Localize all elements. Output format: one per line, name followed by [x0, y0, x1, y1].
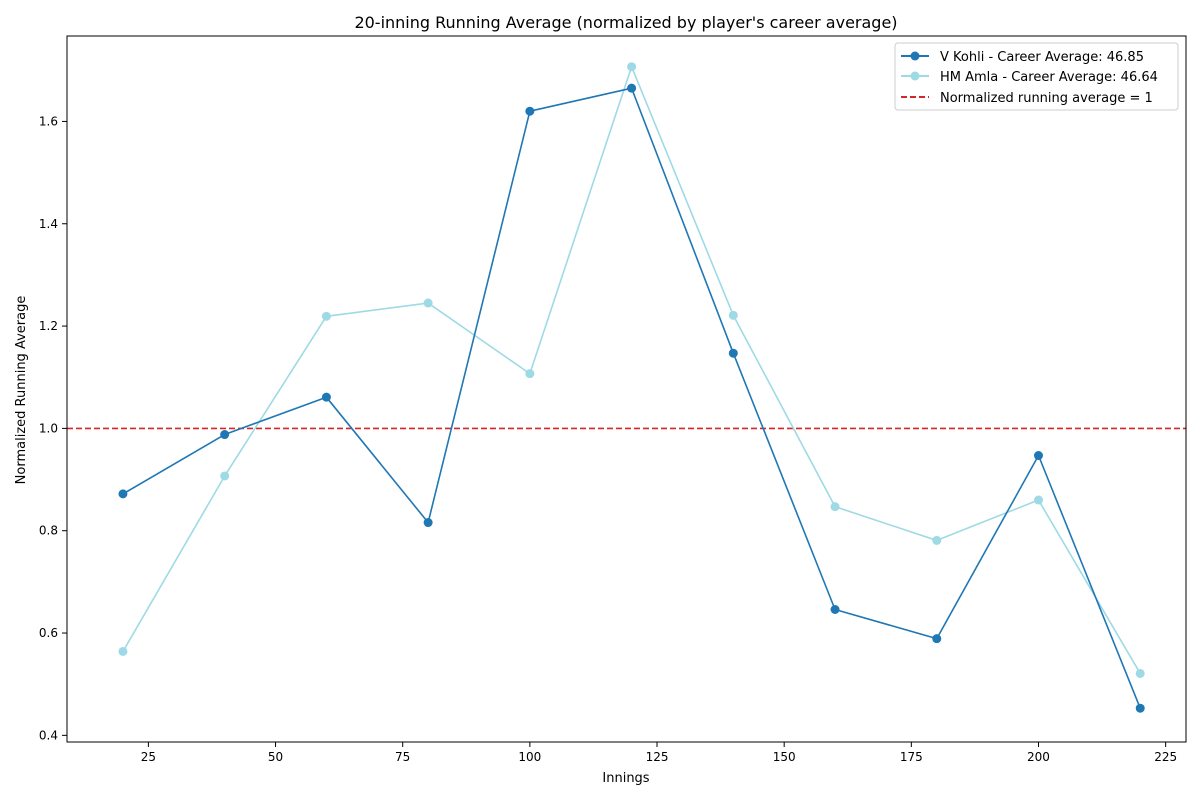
- data-point-amla: [321, 311, 331, 321]
- data-point-amla: [1033, 495, 1043, 505]
- x-tick-label: 175: [900, 750, 923, 764]
- data-point-kohli: [1033, 451, 1043, 461]
- data-point-amla: [423, 298, 433, 308]
- legend-marker-kohli: [910, 51, 920, 61]
- legend-frame: [894, 42, 1179, 111]
- legend-label-amla: HM Amla - Career Average: 46.64: [940, 70, 1158, 85]
- x-tick-label: 50: [268, 750, 283, 764]
- x-tick-label: 125: [646, 750, 669, 764]
- legend-entry-reference: Normalized running average = 1: [901, 91, 1153, 106]
- y-tick-label: 0.8: [39, 524, 58, 538]
- legend-marker-amla: [910, 71, 920, 81]
- x-tick-label: 225: [1154, 750, 1177, 764]
- data-point-kohli: [830, 604, 840, 614]
- chart-title: 20-inning Running Average (normalized by…: [354, 13, 897, 32]
- x-axis-title: Innings: [602, 771, 649, 786]
- x-tick-label: 75: [395, 750, 410, 764]
- plot-area: 25 50 75 100 125 150 175 200 225 0.4 0.6 0.8 1.0 1.2 1…: [39, 35, 1187, 764]
- legend-label-kohli: V Kohli - Career Average: 46.85: [940, 50, 1144, 65]
- data-point-kohli: [932, 634, 942, 644]
- data-point-amla: [525, 369, 535, 379]
- data-point-amla: [118, 646, 128, 656]
- legend-entry-kohli: V Kohli - Career Average: 46.85: [901, 50, 1144, 65]
- data-point-kohli: [423, 518, 433, 528]
- data-point-amla: [932, 535, 942, 545]
- y-tick-label: 1.6: [39, 114, 58, 128]
- axes-frame: [66, 35, 1187, 743]
- x-tick-label: 100: [518, 750, 541, 764]
- x-tick-label: 25: [141, 750, 156, 764]
- data-point-kohli: [321, 392, 331, 402]
- data-point-kohli: [627, 83, 637, 93]
- legend-entry-amla: HM Amla - Career Average: 46.64: [901, 70, 1158, 85]
- data-point-amla: [220, 471, 230, 481]
- data-point-kohli: [118, 489, 128, 499]
- data-point-amla: [728, 310, 738, 320]
- data-point-amla: [830, 502, 840, 512]
- data-point-kohli: [220, 430, 230, 440]
- data-point-kohli: [1135, 703, 1145, 713]
- y-tick-label: 1.0: [39, 421, 58, 435]
- y-tick-label: 1.2: [39, 319, 58, 333]
- x-tick-label: 150: [773, 750, 796, 764]
- legend-label-reference: Normalized running average = 1: [940, 91, 1153, 106]
- data-point-amla: [627, 62, 637, 72]
- y-axis-title: Normalized Running Average: [14, 296, 29, 485]
- legend: V Kohli - Career Average: 46.85 HM Amla …: [894, 42, 1179, 111]
- data-point-kohli: [525, 106, 535, 116]
- x-tick-label: 200: [1027, 750, 1050, 764]
- data-point-amla: [1135, 668, 1145, 678]
- data-point-kohli: [728, 348, 738, 358]
- y-tick-label: 0.4: [39, 728, 58, 742]
- y-tick-label: 1.4: [39, 217, 58, 231]
- y-tick-label: 0.6: [39, 626, 58, 640]
